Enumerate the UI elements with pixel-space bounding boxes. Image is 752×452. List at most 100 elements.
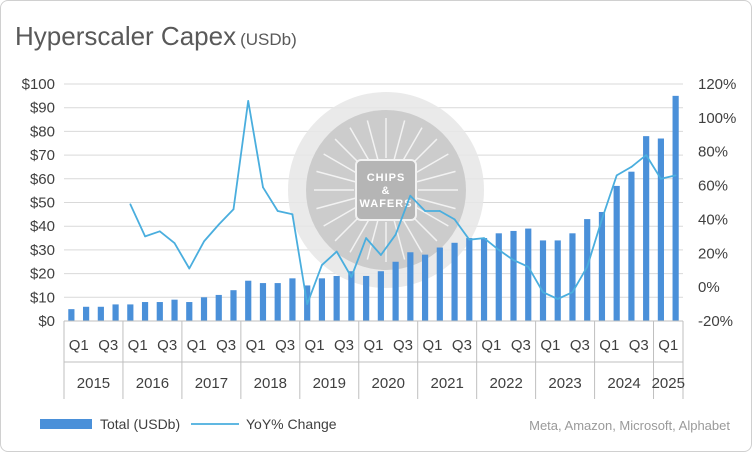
watermark-circuit-trace	[401, 217, 423, 253]
source-note: Meta, Amazon, Microsoft, Alphabet	[529, 418, 730, 433]
quarter-tick-label: Q3	[157, 337, 177, 354]
legend-bar-swatch	[40, 419, 92, 429]
quarter-tick-label: Q1	[658, 337, 678, 354]
right-axis-tick-label: 40%	[698, 211, 728, 228]
yoy-point	[556, 298, 559, 300]
quarter-tick-label: Q3	[452, 337, 472, 354]
year-label: 2020	[372, 375, 405, 392]
yoy-point	[645, 154, 647, 156]
right-axis-tick-label: -20%	[698, 313, 733, 330]
right-axis-tick-label: 60%	[698, 178, 728, 195]
year-label: 2019	[313, 375, 346, 392]
watermark-circuit-trace	[393, 220, 406, 260]
right-axis-tick-label: 80%	[698, 144, 728, 161]
yoy-point	[409, 194, 412, 197]
watermark-circuit-trace	[401, 127, 423, 163]
yoy-point	[350, 276, 353, 278]
watermark-logo: CHIPS&WAFERS	[288, 92, 484, 288]
bar	[230, 290, 237, 321]
left-axis-tick-label: $100	[22, 76, 55, 93]
watermark-circuit-trace	[316, 170, 356, 183]
quarter-tick-label: Q1	[128, 337, 148, 354]
bar	[451, 242, 458, 321]
watermark-circuit-trace	[366, 220, 379, 260]
bar	[318, 278, 326, 321]
left-axis-tick-label: $70	[30, 147, 55, 164]
yoy-point	[512, 259, 515, 261]
bar	[363, 275, 370, 321]
left-axis-tick-label: $10	[30, 289, 55, 306]
yoy-point	[247, 100, 250, 102]
watermark-circuit-trace	[413, 205, 449, 227]
quarter-tick-label: Q1	[540, 337, 560, 354]
year-label: 2015	[77, 375, 110, 392]
quarter-tick-label: Q3	[216, 337, 236, 354]
bar	[436, 247, 443, 321]
bar	[127, 304, 134, 321]
watermark-circuit-trace	[416, 197, 456, 210]
bar	[97, 306, 104, 321]
watermark-circuit-trace	[323, 153, 359, 175]
year-label: 2018	[254, 375, 287, 392]
bar	[672, 95, 679, 321]
bar	[171, 299, 178, 321]
yoy-point	[276, 210, 279, 212]
yoy-point	[424, 210, 426, 212]
yoy-point	[306, 303, 308, 305]
bar	[421, 254, 429, 321]
bar	[466, 238, 473, 321]
yoy-point	[542, 291, 544, 294]
yoy-point	[188, 267, 191, 270]
bar	[643, 136, 650, 321]
title-units: (USDb)	[240, 30, 297, 49]
legend: Total (USDb) YoY% Change Meta, Amazon, Mic…	[40, 416, 730, 433]
year-label: 2022	[489, 375, 522, 392]
yoy-point	[630, 166, 633, 168]
yoy-point	[571, 291, 574, 294]
bar	[200, 297, 208, 321]
line-series	[129, 100, 677, 305]
watermark-circuit-trace	[393, 120, 406, 160]
yoy-point	[173, 242, 176, 244]
quarter-tick-label: Q1	[481, 337, 501, 354]
yoy-point	[262, 186, 264, 189]
watermark-circuit-trace	[349, 217, 371, 253]
right-axis-tick-label: 100%	[698, 110, 736, 127]
bar	[245, 280, 252, 321]
yoy-point	[321, 264, 323, 266]
left-axis-tick-label: $90	[30, 100, 55, 117]
year-label: 2021	[431, 375, 464, 392]
bar	[348, 271, 355, 321]
quarter-tick-label: Q1	[305, 337, 325, 354]
bar	[554, 240, 561, 321]
axes: $0 $10 $20 $30 $40 $50 $60 $70 $80 $90 $100 -20% 0% 2…	[22, 76, 736, 399]
yoy-point	[217, 223, 220, 226]
quarter-tick-label: Q3	[334, 337, 354, 354]
left-axis-tick-label: $60	[30, 171, 55, 188]
yoy-point	[674, 174, 677, 177]
year-label: 2017	[195, 375, 228, 392]
yoy-point	[365, 237, 367, 239]
left-axis-tick-label: $20	[30, 266, 55, 283]
yoy-point	[483, 237, 485, 239]
bar	[480, 238, 488, 321]
year-label: 2024	[607, 375, 640, 392]
quarter-tick-label: Q1	[187, 337, 207, 354]
left-axis-tick-label: $50	[30, 195, 55, 212]
year-label: 2023	[548, 375, 581, 392]
bar	[657, 138, 664, 321]
bar	[392, 261, 399, 321]
bar-series	[68, 95, 679, 321]
left-axis-tick-label: $40	[30, 218, 55, 235]
bar	[112, 304, 119, 321]
yoy-point	[660, 178, 662, 180]
bar	[186, 302, 193, 321]
quarter-tick-label: Q1	[363, 337, 383, 354]
year-label: 2025	[652, 375, 685, 392]
yoy-point	[335, 250, 338, 253]
right-axis-tick-label: 0%	[698, 279, 720, 296]
yoy-point	[439, 210, 441, 212]
quarter-tick-label: Q1	[422, 337, 442, 354]
